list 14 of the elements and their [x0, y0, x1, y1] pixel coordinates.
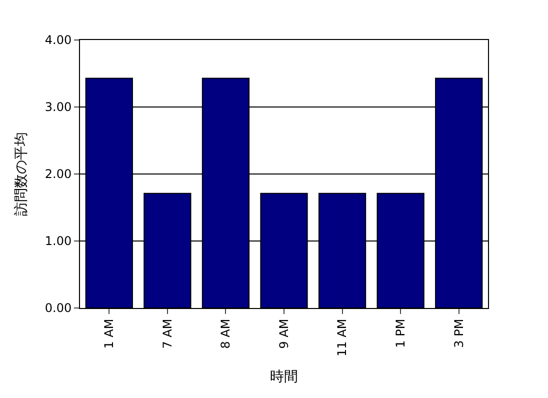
x-tick-label: 11 AM — [335, 318, 350, 356]
x-tick-label: 8 AM — [218, 318, 233, 349]
y-tick-label: 4.00 — [44, 33, 72, 48]
y-tick-label: 2.00 — [44, 167, 72, 182]
x-tick-label: 1 PM — [393, 318, 408, 348]
y-tick-label: 3.00 — [44, 100, 72, 114]
x-tick-label: 7 AM — [160, 318, 174, 349]
x-tick-label: 9 AM — [276, 318, 291, 349]
y-axis-title: 訪問数の平均 — [13, 132, 30, 216]
y-tick-label: 1.00 — [44, 234, 72, 248]
x-tick-label: 1 AM — [102, 318, 116, 349]
x-tick-label: 3 PM — [452, 318, 466, 348]
x-axis-title: 時間 — [270, 368, 298, 385]
y-tick-label: 0.00 — [44, 301, 72, 316]
